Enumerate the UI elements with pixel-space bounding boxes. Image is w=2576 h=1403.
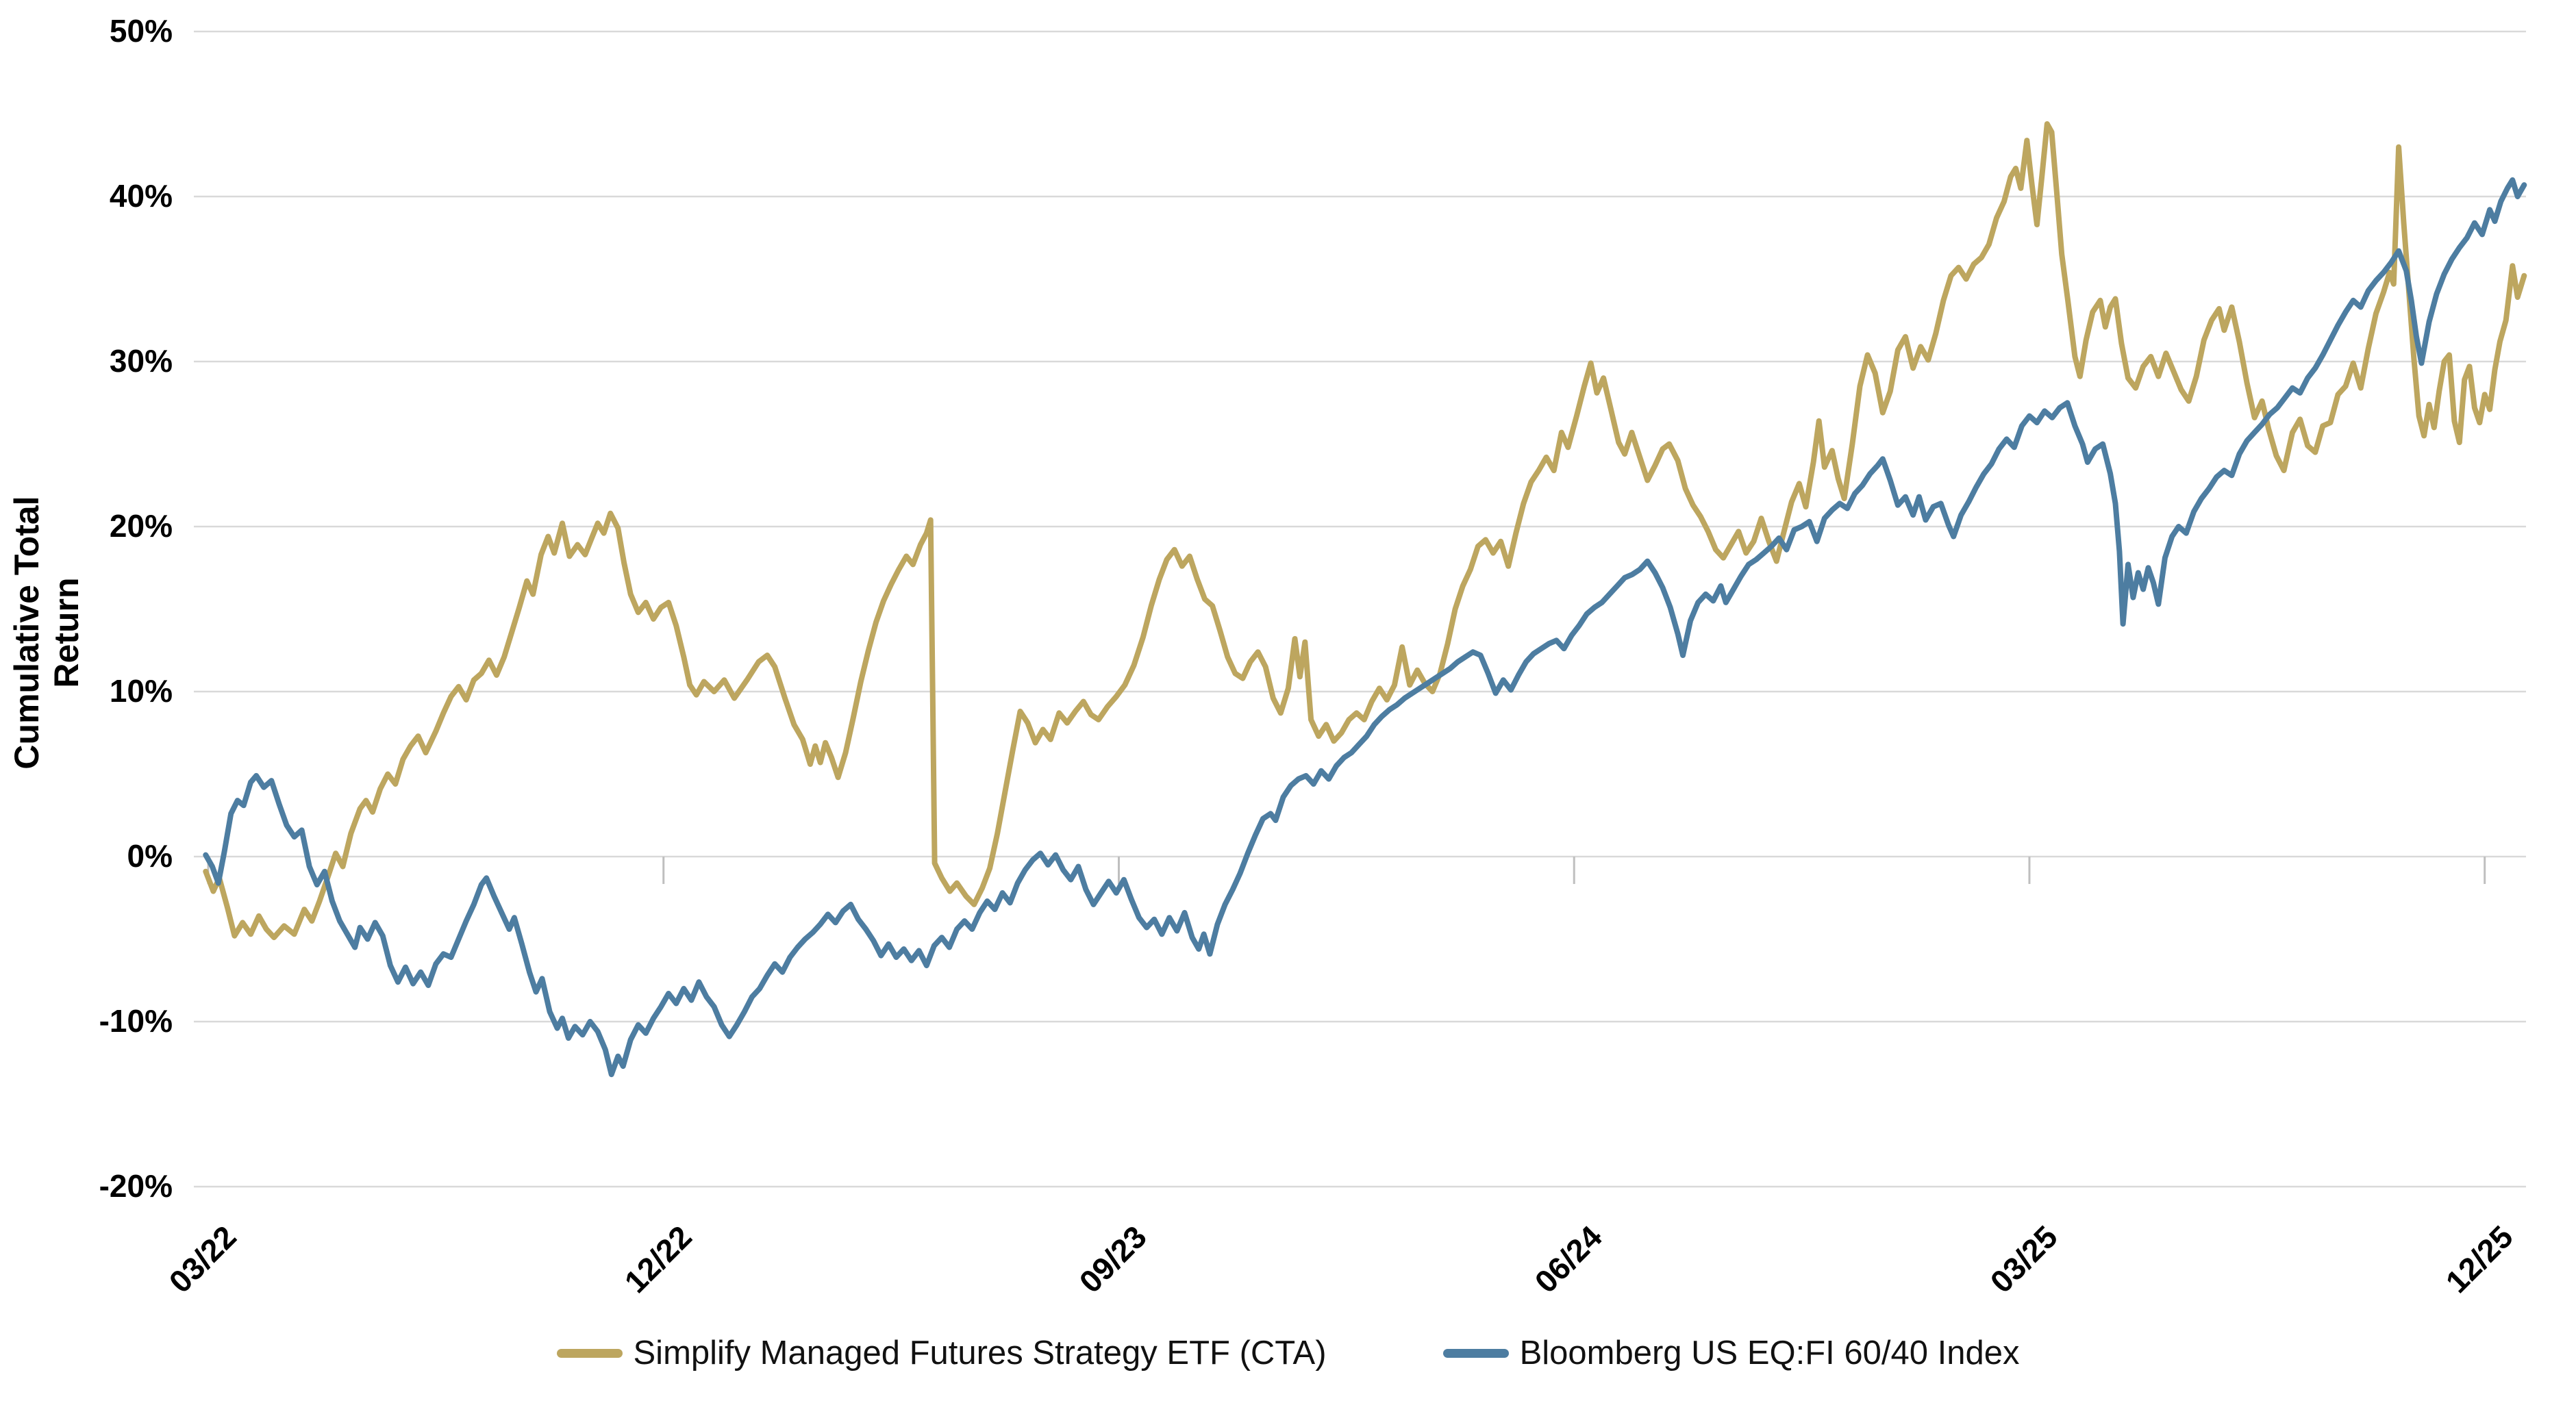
y-tick-label: 10%	[109, 673, 173, 709]
y-tick-label: 50%	[109, 13, 173, 49]
series-line-6040	[203, 177, 2527, 1078]
legend: Simplify Managed Futures Strategy ETF (C…	[0, 1334, 2576, 1372]
legend-item-cta: Simplify Managed Futures Strategy ETF (C…	[556, 1334, 1327, 1372]
legend-item-6040: Bloomberg US EQ:FI 60/40 Index	[1442, 1334, 2020, 1372]
y-tick-label: 30%	[109, 343, 173, 379]
cta-line-swatch	[556, 1348, 623, 1358]
y-axis-title: Cumulative Total Return	[8, 496, 86, 770]
y-tick-label: 40%	[109, 178, 173, 214]
y-tick-label: -20%	[99, 1168, 173, 1204]
benchmark-legend-label: Bloomberg US EQ:FI 60/40 Index	[1519, 1335, 2020, 1372]
cta-legend-label: Simplify Managed Futures Strategy ETF (C…	[633, 1335, 1327, 1372]
y-tick-label: 0%	[127, 838, 173, 874]
benchmark-line-swatch	[1442, 1348, 1509, 1358]
y-tick-label: -10%	[99, 1003, 173, 1039]
y-tick-label: 20%	[109, 508, 173, 544]
